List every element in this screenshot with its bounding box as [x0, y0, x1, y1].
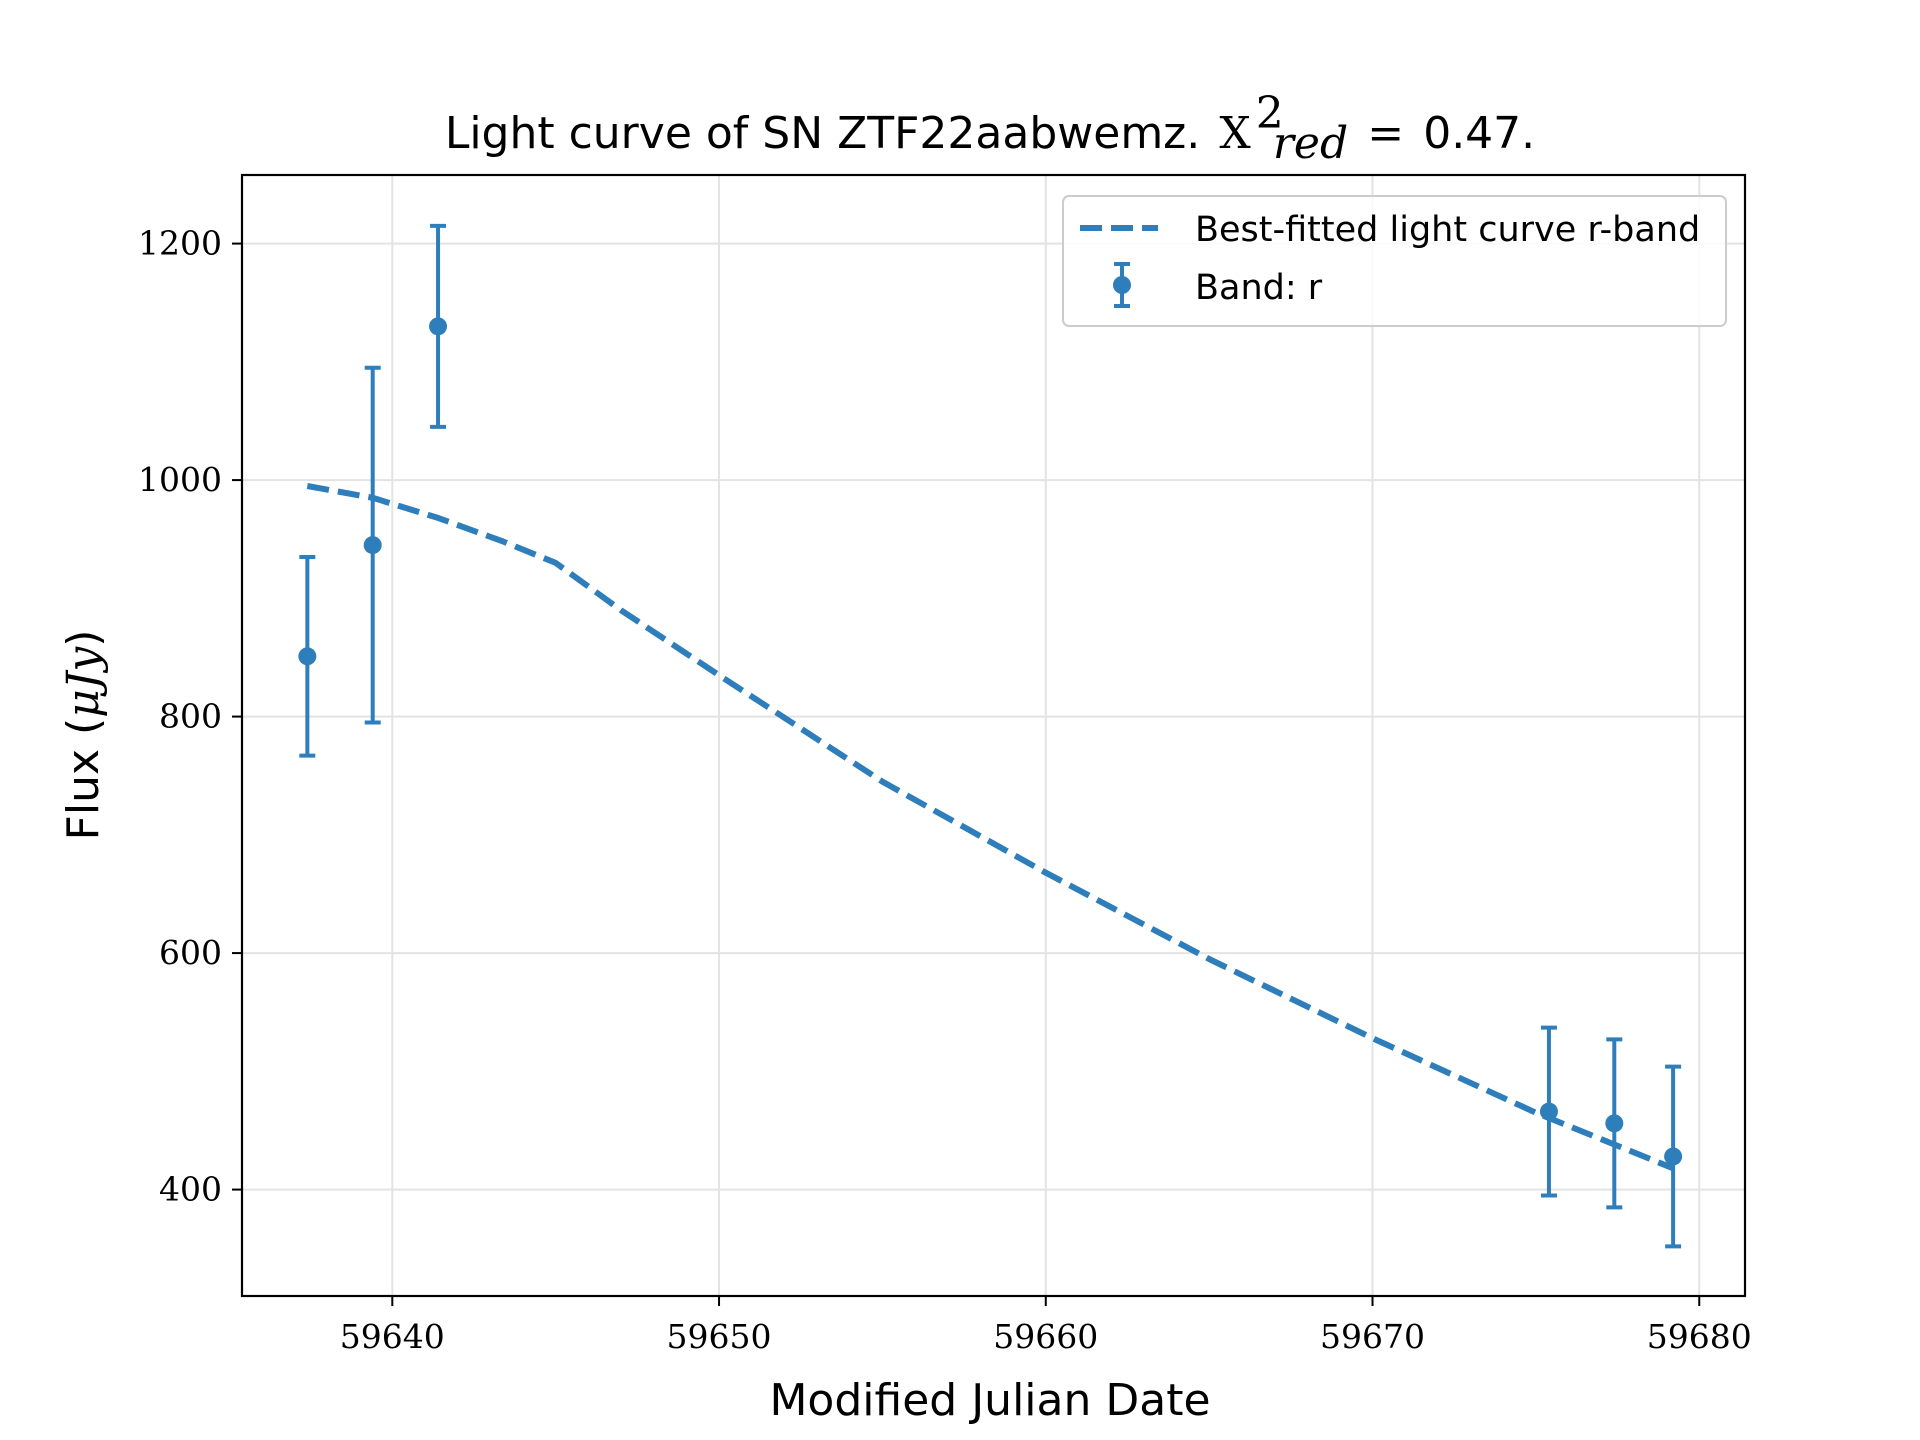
x-tick-label: 59650: [667, 1317, 772, 1356]
fit-curve-line: [306, 483, 1675, 1172]
chart-title-value: 0.47.: [1423, 108, 1535, 159]
chart-title: Light curve of SN ZTF22aabwemz. X 2 red …: [445, 88, 1535, 169]
legend-label-fit: Best-fitted light curve r-band: [1195, 210, 1700, 250]
y-tick-label: 1000: [138, 460, 222, 499]
series-layer: [298, 223, 1683, 1249]
ticks: 59640 59650 59660 59670 59680 400 600 800 1000 12…: [138, 224, 1752, 1356]
y-axis-label-unit: μJy: [58, 646, 109, 718]
x-axis-label: Modified Julian Date: [769, 1375, 1210, 1426]
legend-label-band: Band: r: [1195, 268, 1323, 308]
chart-title-chi-subscript: red: [1273, 118, 1348, 169]
data-point: [1664, 1147, 1683, 1166]
chart-title-equals: =: [1367, 108, 1404, 159]
data-point: [429, 317, 448, 336]
y-axis-label: Flux (μJy): [58, 630, 109, 841]
x-tick-label: 59640: [340, 1317, 445, 1356]
data-point: [298, 647, 317, 666]
legend-marker: [1113, 276, 1131, 294]
legend-box: [1062, 195, 1727, 327]
y-axis-label-text: Flux (: [58, 718, 109, 841]
x-tick-label: 59660: [993, 1317, 1098, 1356]
y-tick-label: 600: [159, 933, 222, 972]
chart-title-chi-superscript: 2: [1256, 88, 1284, 139]
data-point: [1539, 1102, 1558, 1121]
data-point: [1605, 1114, 1624, 1133]
chart-title-text: Light curve of SN ZTF22aabwemz.: [445, 108, 1200, 159]
plot-frame: [240, 173, 1747, 1298]
y-axis-label-close: ): [58, 630, 109, 647]
x-tick-label: 59680: [1647, 1317, 1752, 1356]
y-tick-label: 400: [159, 1170, 222, 1209]
y-tick-label: 1200: [138, 224, 222, 263]
y-tick-label: 800: [159, 697, 222, 736]
x-tick-label: 59670: [1320, 1317, 1425, 1356]
data-point: [363, 536, 382, 555]
grid: [242, 175, 1745, 1296]
chart-title-chi: X: [1219, 108, 1251, 159]
legend: Best-fitted light curve r-band Band: r: [1062, 195, 1727, 327]
